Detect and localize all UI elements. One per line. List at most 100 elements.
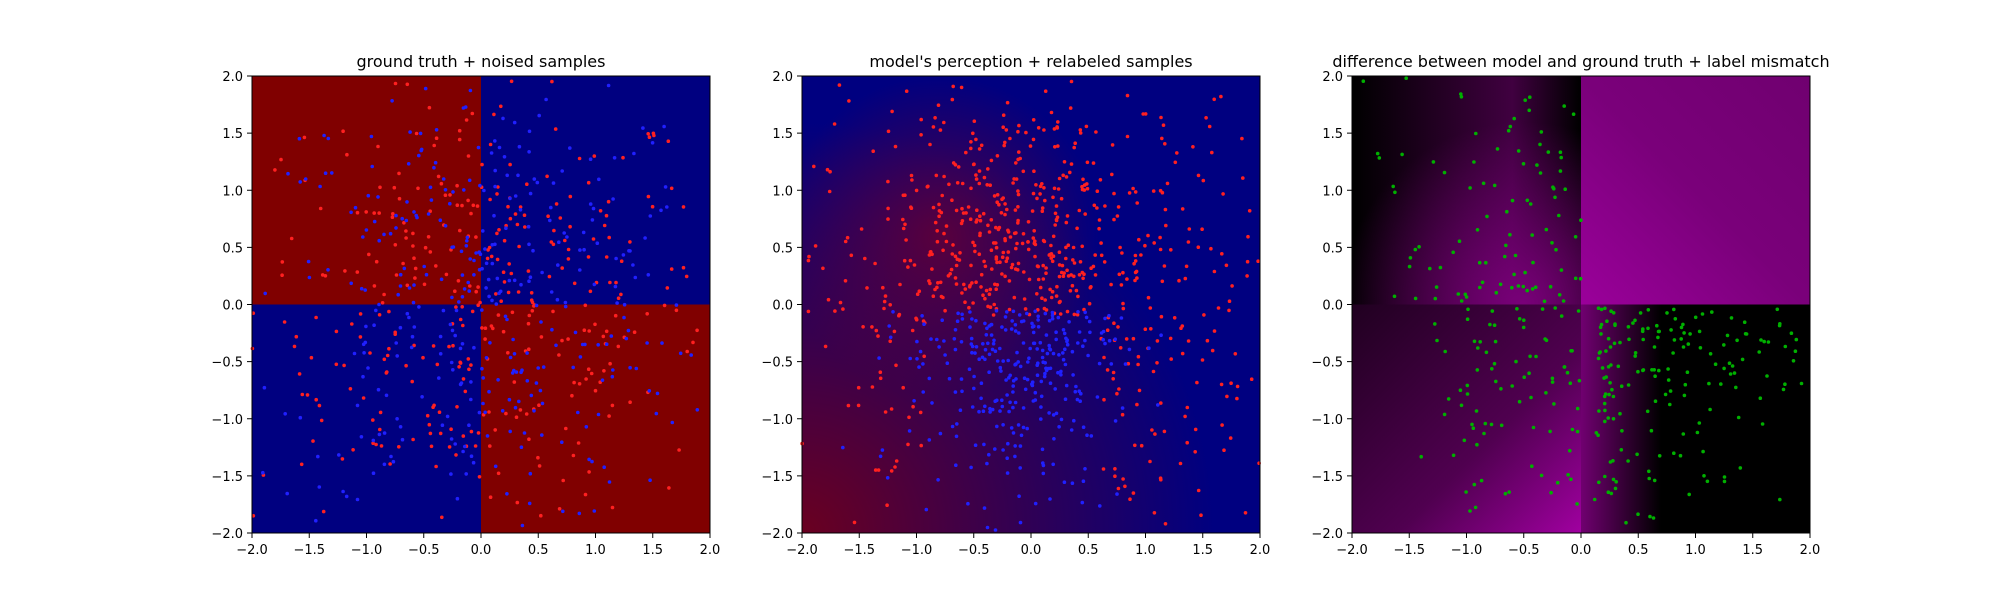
data-point [1053,387,1057,391]
data-point [1193,427,1198,432]
data-point [423,86,428,91]
data-point [485,434,490,438]
data-point [469,429,474,434]
data-point [1682,393,1687,398]
data-point [457,128,462,133]
data-point [1686,342,1691,346]
data-point [1028,144,1033,148]
data-point [994,309,999,313]
data-point [487,294,491,299]
data-point [401,261,405,266]
data-point [969,263,973,268]
data-point [289,236,294,241]
data-point [506,290,511,295]
data-point [1550,380,1555,384]
data-point [411,437,415,442]
data-point [971,240,975,245]
data-point [1054,217,1059,222]
data-point [477,475,482,479]
data-point [1600,366,1605,370]
data-point [994,225,998,230]
data-point [873,468,878,472]
data-point [1080,500,1085,505]
data-point [695,328,699,333]
data-point [437,410,442,415]
data-point [537,464,542,468]
data-point [615,301,619,305]
data-point [1575,406,1580,411]
data-point [1241,176,1245,180]
data-point [1400,152,1404,157]
data-point [508,196,512,201]
data-point [458,317,463,322]
data-point [363,288,368,292]
data-point [981,211,986,216]
data-point [1001,359,1005,363]
data-point [1021,341,1026,345]
data-point [457,300,461,304]
data-point [323,274,328,278]
data-point [371,471,376,476]
data-point [1598,325,1603,330]
data-point [556,263,560,267]
data-point [450,245,454,250]
data-point [1107,313,1111,318]
data-point [560,266,564,270]
data-point [938,128,943,132]
data-point [596,412,601,417]
data-point [523,225,527,229]
data-point [610,505,615,510]
data-point [377,211,382,215]
data-point [1159,401,1163,405]
data-point [893,144,898,149]
data-point [1164,223,1168,228]
data-point [946,274,951,278]
data-point [410,334,415,339]
region-red-glow-2 [802,76,1260,533]
data-point [1112,321,1116,326]
data-point [1070,283,1075,288]
data-point [837,83,842,87]
data-point [1603,408,1607,413]
data-point [586,255,591,259]
data-point [988,183,992,187]
data-point [1433,296,1438,301]
data-point [1081,425,1086,430]
data-point [1246,234,1250,239]
data-point [977,181,982,186]
data-point [1065,268,1069,273]
data-point [1001,125,1005,129]
data-point [1196,488,1201,493]
data-point [1070,349,1075,354]
data-point [1016,261,1021,266]
data-point [881,285,885,290]
data-point [622,315,626,320]
data-point [906,442,910,447]
data-point [1256,259,1260,264]
data-point [823,344,828,349]
data-point [512,380,517,384]
data-point [566,247,571,252]
data-point [545,174,549,179]
data-point [364,210,369,214]
data-point [1485,214,1489,219]
data-point [1026,220,1031,224]
data-point [626,328,631,333]
data-point [438,334,443,339]
data-point [1603,419,1607,424]
data-point [366,366,370,370]
data-point [1570,349,1574,353]
data-point [1101,467,1106,471]
data-point [587,457,591,462]
data-point [1137,388,1142,393]
data-point [614,256,618,261]
data-point [404,229,408,233]
data-point [458,360,463,365]
data-point [1113,337,1117,342]
data-point [1068,170,1072,175]
data-point [453,333,458,338]
data-point [330,171,334,175]
data-point [350,322,354,326]
data-point [1073,141,1077,145]
data-point [369,134,374,139]
